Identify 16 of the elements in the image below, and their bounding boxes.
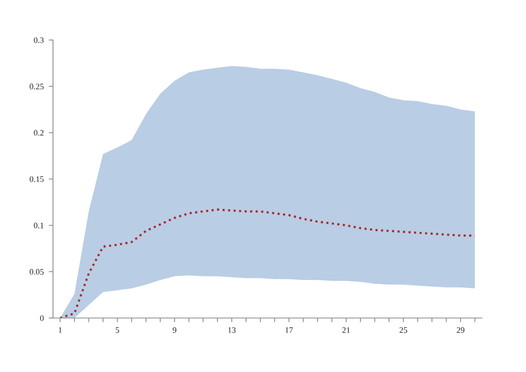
x-tick-label: 25 [400, 327, 408, 333]
x-tick-label: 13 [228, 327, 236, 333]
x-tick-label: 29 [456, 327, 464, 333]
x-tick-label: 1 [58, 327, 62, 333]
x-tick-label: 21 [342, 327, 350, 333]
y-tick-label: 0.15 [30, 176, 44, 182]
y-tick-label: 0.3 [34, 37, 44, 44]
y-tick-label: 0 [40, 315, 44, 321]
x-tick-label: 17 [286, 327, 293, 333]
line-series [59, 208, 476, 318]
y-tick-label: 0.05 [30, 269, 44, 275]
y-tick-label: 0.2 [34, 130, 44, 136]
x-tick-label: 9 [172, 327, 176, 333]
y-tick-label: 0.1 [34, 222, 44, 228]
y-tick-label: 0.25 [30, 84, 44, 90]
x-tick-label: 5 [116, 327, 120, 333]
